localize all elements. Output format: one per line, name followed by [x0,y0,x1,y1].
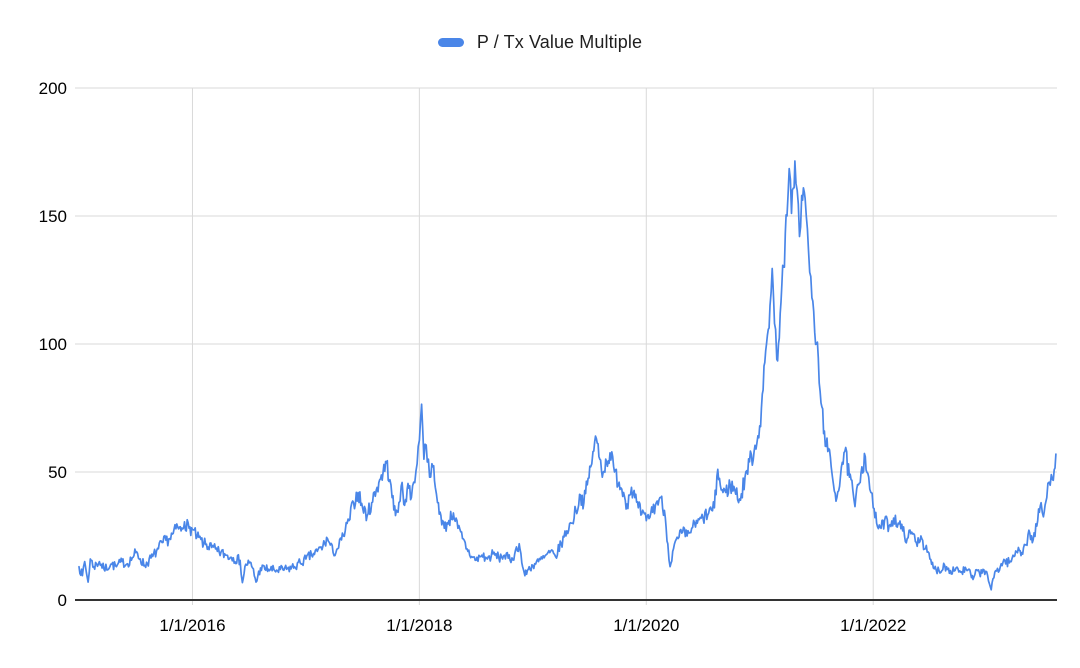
y-axis-tick-label: 100 [39,335,67,354]
x-axis-tick-label: 1/1/2018 [386,616,452,635]
legend-label: P / Tx Value Multiple [476,31,643,52]
y-axis-tick-label: 150 [39,207,67,226]
y-axis-tick-label: 50 [48,463,67,482]
y-axis-tick-label: 0 [58,591,67,610]
series-line [78,160,1057,591]
x-axis-tick-label: 1/1/2022 [840,616,906,635]
chart-legend: P / Tx Value Multiple [0,31,1080,53]
x-axis-tick-label: 1/1/2016 [159,616,225,635]
series-color-swatch [437,37,464,47]
x-axis-tick-label: 1/1/2020 [613,616,679,635]
y-axis-tick-label: 200 [39,79,67,98]
